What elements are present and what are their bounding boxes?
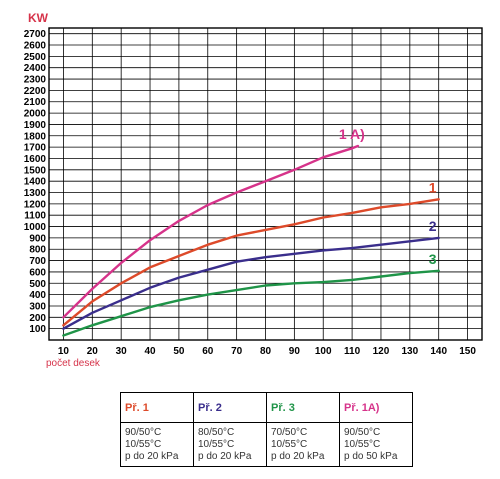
series-line bbox=[62, 269, 440, 337]
y-tick-label: 2700 bbox=[24, 29, 47, 40]
series-label: 2 bbox=[429, 218, 437, 234]
y-tick-labels: 1002003004005006007008009001000110012001… bbox=[24, 29, 47, 335]
legend-line: 90/50°C bbox=[125, 427, 162, 438]
legend-line: p do 20 kPa bbox=[198, 451, 252, 462]
y-tick-label: 800 bbox=[29, 245, 46, 256]
legend-line: 10/55°C bbox=[344, 439, 381, 450]
x-tick-label: 120 bbox=[373, 346, 390, 357]
legend-line: 80/50°C bbox=[198, 427, 235, 438]
x-tick-label: 70 bbox=[231, 346, 243, 357]
y-tick-label: 1000 bbox=[24, 222, 47, 233]
y-tick-label: 2200 bbox=[24, 86, 47, 97]
legend-title-2: Př. 2 bbox=[193, 392, 267, 423]
y-tick-label: 600 bbox=[29, 267, 46, 278]
chart-grid bbox=[48, 27, 483, 341]
y-axis-label: KW bbox=[28, 11, 49, 25]
y-tick-label: 1500 bbox=[24, 165, 47, 176]
y-tick-label: 500 bbox=[29, 279, 46, 290]
legend-line: p do 20 kPa bbox=[125, 451, 179, 462]
series-line bbox=[62, 236, 440, 330]
legend-cell-3: 70/50°C 10/55°C p do 20 kPa bbox=[266, 422, 340, 467]
legend-line: 10/55°C bbox=[271, 439, 308, 450]
y-tick-label: 1600 bbox=[24, 154, 47, 165]
legend-line: 10/55°C bbox=[198, 439, 235, 450]
y-tick-label: 2300 bbox=[24, 75, 47, 86]
y-tick-label: 1700 bbox=[24, 143, 47, 154]
y-tick-label: 300 bbox=[29, 301, 46, 312]
x-tick-label: 60 bbox=[202, 346, 214, 357]
legend-line: 10/55°C bbox=[125, 439, 162, 450]
legend-cell-1a: 90/50°C 10/55°C p do 50 kPa bbox=[339, 422, 413, 467]
x-tick-label: 100 bbox=[315, 346, 332, 357]
y-tick-label: 2100 bbox=[24, 97, 47, 108]
x-tick-label: 90 bbox=[289, 346, 301, 357]
x-tick-label: 50 bbox=[173, 346, 185, 357]
x-tick-label: 10 bbox=[58, 346, 70, 357]
legend-line: p do 50 kPa bbox=[344, 451, 398, 462]
y-tick-label: 100 bbox=[29, 324, 46, 335]
y-tick-label: 1100 bbox=[24, 211, 46, 222]
legend-title-1a: Př. 1A) bbox=[339, 392, 413, 423]
y-tick-label: 2400 bbox=[24, 63, 47, 74]
series-lines bbox=[62, 144, 440, 337]
y-tick-label: 2000 bbox=[24, 109, 47, 120]
legend-line: 70/50°C bbox=[271, 427, 308, 438]
x-tick-label: 20 bbox=[87, 346, 99, 357]
series-label: 1 bbox=[429, 179, 437, 195]
x-tick-label: 110 bbox=[344, 346, 361, 357]
x-tick-label: 130 bbox=[401, 346, 418, 357]
x-tick-label: 40 bbox=[144, 346, 156, 357]
y-tick-label: 1900 bbox=[24, 120, 47, 131]
performance-chart: KW 1002003004005006007008009001000110012… bbox=[24, 11, 483, 369]
x-tick-label: 30 bbox=[116, 346, 128, 357]
legend-table: Př. 1 Př. 2 Př. 3 Př. 1A) 90/50°C 10/55°… bbox=[120, 392, 413, 467]
y-tick-label: 2600 bbox=[24, 41, 47, 52]
x-tick-label: 80 bbox=[260, 346, 272, 357]
legend-title-3: Př. 3 bbox=[266, 392, 340, 423]
y-tick-label: 1800 bbox=[24, 131, 47, 142]
series-labels: 1 A) 1 2 3 bbox=[339, 126, 437, 267]
x-tick-labels: 10 20 30 40 50 60 70 80 90 100 110 120 130 140 150 bbox=[58, 346, 476, 357]
y-tick-label: 1300 bbox=[24, 188, 47, 199]
legend-cell-1: 90/50°C 10/55°C p do 20 kPa bbox=[120, 422, 194, 467]
legend-line: p do 20 kPa bbox=[271, 451, 325, 462]
x-axis-label: počet desek bbox=[46, 358, 101, 369]
x-tick-label: 140 bbox=[430, 346, 447, 357]
y-tick-label: 2500 bbox=[24, 52, 47, 63]
legend-line: 90/50°C bbox=[344, 427, 381, 438]
series-label: 1 A) bbox=[339, 126, 365, 142]
y-tick-label: 900 bbox=[29, 233, 46, 244]
y-tick-label: 1400 bbox=[24, 177, 47, 188]
y-tick-label: 200 bbox=[29, 313, 46, 324]
legend-title-1: Př. 1 bbox=[120, 392, 194, 423]
series-line bbox=[62, 144, 360, 319]
y-tick-label: 1200 bbox=[24, 199, 47, 210]
legend-cell-2: 80/50°C 10/55°C p do 20 kPa bbox=[193, 422, 267, 467]
y-tick-label: 400 bbox=[29, 290, 46, 301]
x-tick-label: 150 bbox=[459, 346, 476, 357]
series-label: 3 bbox=[429, 251, 437, 267]
series-line bbox=[62, 198, 440, 327]
y-tick-label: 700 bbox=[29, 256, 46, 267]
